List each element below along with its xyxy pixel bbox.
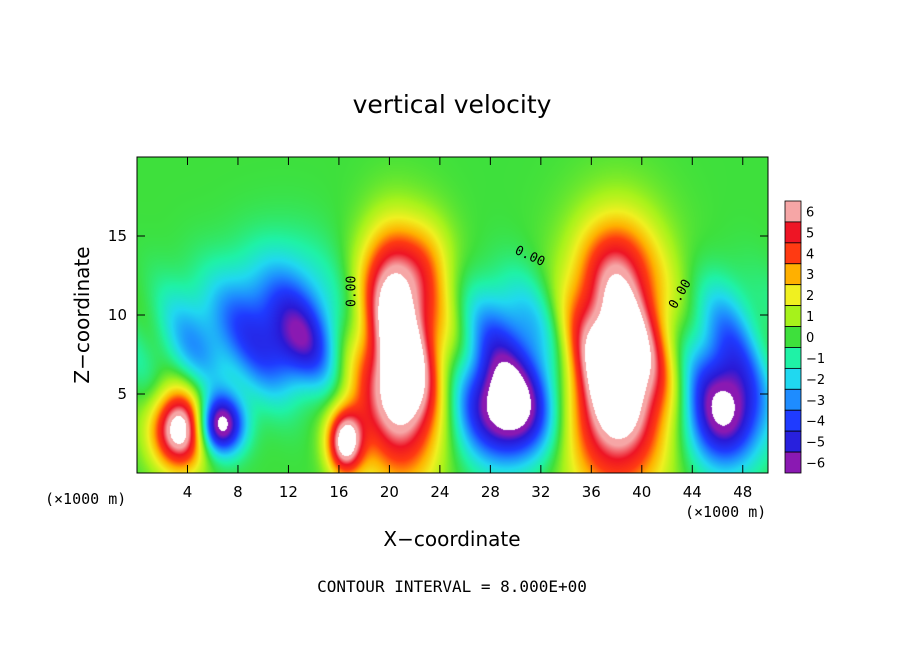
x-unit-label-left: (×1000 m) (45, 490, 126, 508)
colorbar-swatch (784, 242, 802, 265)
y-tick-label: 10 (108, 306, 127, 324)
colorbar-swatch (784, 284, 802, 307)
y-axis-label: Z−coordinate (70, 246, 94, 383)
x-tick-label: 44 (683, 483, 702, 501)
y-axis-ticks: 5 10 15 (108, 227, 768, 403)
colorbar-swatch (784, 367, 802, 390)
x-tick-label: 12 (279, 483, 298, 501)
colorbar-tick-label: 4 (806, 247, 814, 262)
colorbar-swatch (784, 347, 802, 369)
colorbar-tick-label: −1 (806, 352, 825, 367)
colorbar-swatch (784, 430, 802, 453)
y-tick-label: 5 (117, 385, 127, 403)
colorbar-swatch (784, 263, 802, 286)
x-tick-label: 28 (481, 483, 500, 501)
colorbar-tick-label: −6 (806, 457, 825, 472)
x-tick-label: 16 (329, 483, 348, 501)
colorbar-swatch (784, 326, 802, 348)
x-tick-label: 8 (233, 483, 243, 501)
x-axis-label: X−coordinate (383, 527, 520, 551)
colorbar-tick-label: −4 (806, 415, 825, 430)
x-tick-label: 36 (582, 483, 601, 501)
x-unit-label-right: (×1000 m) (685, 503, 766, 521)
colorbar-tick-label: −3 (806, 394, 825, 409)
x-axis-ticks: 4 8 12 16 20 24 28 32 36 40 44 48 (183, 157, 752, 501)
colorbar-tick-label: 5 (806, 226, 814, 241)
colorbar-tick-label: 6 (806, 205, 814, 220)
contour-interval-note: CONTOUR INTERVAL = 8.000E+00 (317, 577, 587, 596)
colorbar-swatch (784, 388, 802, 411)
colorbar-tick-label: 0 (806, 331, 814, 346)
heatmap-field (137, 157, 768, 473)
x-tick-label: 48 (733, 483, 752, 501)
colorbar-swatch (784, 221, 802, 244)
colorbar-tick-label: 3 (806, 268, 814, 283)
colorbar-tick-label: 1 (806, 310, 814, 325)
plot-area (137, 157, 768, 473)
x-tick-label: 24 (430, 483, 449, 501)
colorbar: 6 5 4 3 2 1 0 −1 −2 −3 −4 −5 −6 (784, 200, 825, 474)
chart-title: vertical velocity (353, 90, 552, 119)
x-tick-label: 40 (632, 483, 651, 501)
x-tick-label: 32 (531, 483, 550, 501)
colorbar-swatch (784, 305, 802, 327)
y-tick-label: 15 (108, 227, 127, 245)
contour-label: 0.00 (344, 276, 359, 307)
colorbar-tick-label: −2 (806, 373, 825, 388)
x-tick-label: 4 (183, 483, 193, 501)
colorbar-swatch (784, 451, 802, 474)
colorbar-swatch (784, 409, 802, 432)
x-tick-label: 20 (380, 483, 399, 501)
colorbar-tick-label: 2 (806, 289, 814, 304)
colorbar-tick-label: −5 (806, 436, 825, 451)
colorbar-swatch (784, 200, 802, 223)
